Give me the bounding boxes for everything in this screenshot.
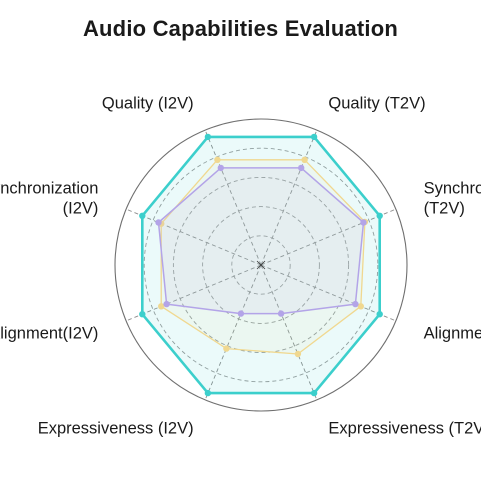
axis-spoke-5 (204, 264, 262, 401)
axis-spoke-6 (125, 264, 262, 322)
series-2-point-6 (158, 303, 165, 310)
outer-frame-circle (114, 118, 408, 412)
axis-label-8-line-1: Quality (I2V) (102, 94, 194, 112)
axis-label-1-line-1: Quality (T2V) (328, 94, 425, 112)
series-3-point-5 (237, 310, 245, 317)
series-3-point-8 (217, 164, 224, 172)
axis-label-5-line-1: Expressiveness (I2V) (38, 420, 194, 438)
series-3-point-7 (155, 219, 162, 226)
grid-ring-1 (231, 235, 291, 295)
axis-label-3-line-1: Alignment(T2V) (424, 324, 481, 342)
series-1-point-8 (204, 133, 212, 141)
series-1-point-1 (310, 133, 318, 141)
series-1-point-5 (204, 389, 212, 397)
chart-title: Audio Capabilities Evaluation (82, 16, 399, 41)
series-3-point-6 (163, 300, 170, 308)
axis-label-6: Alignment(I2V) (0, 324, 98, 342)
series-2-point-8 (214, 156, 221, 163)
axis-label-6-line-1: Alignment(I2V) (0, 324, 98, 342)
series-2-point-4 (294, 350, 302, 358)
axis-label-2: Synchronization (T2V) (424, 180, 481, 218)
series-2-point-5 (223, 345, 230, 352)
series-1-point-6 (139, 311, 146, 318)
grid-ring-4 (143, 147, 379, 383)
axis-label-4-line-1: Expressiveness (T2V) (328, 420, 481, 438)
axis-label-7: Synchronization (I2V) (0, 180, 98, 218)
axis-label-2-line-2: (T2V) (424, 200, 465, 218)
series-3-point-1 (298, 164, 305, 172)
series-3-point-4 (277, 310, 285, 317)
axis-label-5: Expressiveness (I2V) (38, 420, 194, 438)
axis-spoke-3 (260, 264, 397, 322)
series-1-point-7 (139, 212, 146, 219)
axis-spoke-2 (260, 208, 397, 266)
grid-ring-2 (202, 206, 320, 324)
axis-label-2-line-1: Synchronization (424, 180, 481, 198)
grid-ring-3 (172, 176, 350, 354)
axis-spoke-8 (204, 129, 262, 266)
center-mark-b (256, 260, 266, 270)
axis-label-8: Quality (I2V) (102, 94, 194, 112)
series-1-point-3 (376, 311, 383, 318)
axis-label-1: Quality (T2V) (328, 94, 425, 112)
series-2-point-3 (357, 303, 364, 310)
series-1-point-2 (376, 212, 383, 219)
axis-label-7-line-1: Synchronization (0, 180, 98, 198)
axis-spoke-7 (125, 208, 262, 266)
series-2-point-1 (301, 156, 308, 163)
axis-label-4: Expressiveness (T2V) (328, 420, 481, 438)
series-3-point-3 (352, 300, 359, 308)
series-3-point-2 (360, 219, 367, 226)
axis-label-7-line-2: (I2V) (63, 200, 99, 218)
series-1-point-4 (310, 389, 318, 397)
axis-spoke-4 (260, 264, 318, 401)
axis-spoke-1 (260, 129, 318, 266)
axis-label-3: Alignment(T2V) (424, 324, 481, 342)
